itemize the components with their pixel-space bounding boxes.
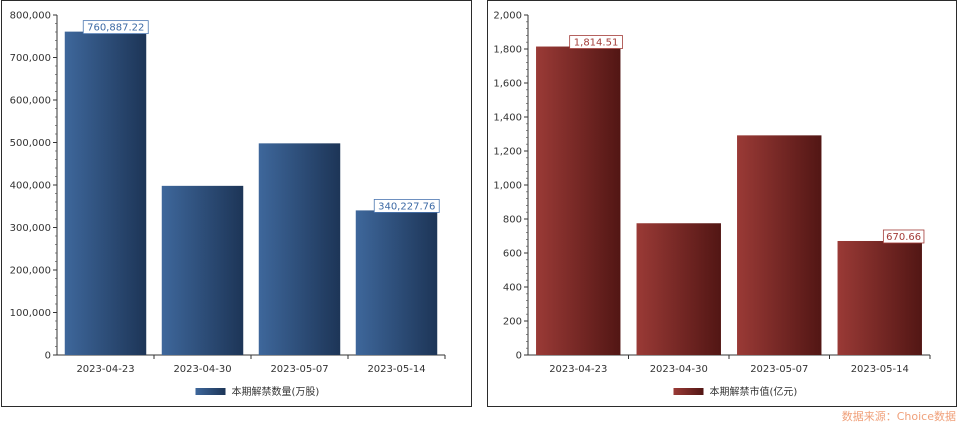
data-source-note: 数据来源：Choice数据: [841, 410, 956, 423]
x-tick-label: 2023-04-30: [173, 364, 231, 375]
data-label: 760,887.22: [87, 23, 144, 34]
bar-2023-05-07: [737, 135, 822, 355]
y-tick-label: 500,000: [10, 138, 51, 149]
x-tick-label: 2023-04-23: [549, 364, 607, 375]
y-tick-label: 200,000: [10, 266, 51, 277]
x-tick-label: 2023-05-14: [367, 364, 425, 375]
data-label-box: [882, 229, 925, 244]
y-tick-label: 2,000: [493, 11, 522, 22]
chart-panel-unlock-value: 0 200 400 600 800 1,000 1,200 1,400 1,600 1,800 2,…: [487, 0, 957, 407]
data-label-box: [569, 35, 623, 49]
y-tick-label: 0: [45, 351, 51, 362]
data-label: 670.66: [886, 232, 921, 243]
bar-2023-04-30: [636, 223, 721, 355]
bar-2023-04-30: [161, 185, 244, 355]
y-tick-label: 800,000: [10, 11, 51, 22]
bar-chart-unlock-value: 0 200 400 600 800 1,000 1,200 1,400 1,600 1,800 2,…: [493, 11, 931, 398]
y-tick-label: 1,000: [493, 181, 522, 192]
bar-2023-04-23: [536, 46, 621, 356]
y-tick-label: 300,000: [10, 223, 51, 234]
y-tick-label: 400,000: [10, 181, 51, 192]
y-tick-label: 0: [516, 351, 522, 362]
y-tick-label: 200: [503, 317, 522, 328]
legend-label: 本期解禁数量(万股): [232, 385, 320, 398]
legend-swatch: [195, 388, 226, 395]
bar-2023-05-14: [837, 240, 922, 355]
y-tick-label: 600: [503, 249, 522, 260]
bar-chart-unlock-shares: 0 100,000 200,000 300,000 400,000 500,000 600,…: [10, 11, 446, 398]
y-tick-label: 1,600: [493, 79, 522, 90]
data-label-box: [373, 199, 440, 213]
y-tick-label: 100,000: [10, 308, 51, 319]
y-tick-label: 1,200: [493, 147, 522, 158]
legend-label: 本期解禁市值(亿元): [710, 385, 798, 398]
y-tick-label: 400: [503, 283, 522, 294]
bar-2023-04-23: [64, 31, 147, 356]
y-tick-label: 1,400: [493, 113, 522, 124]
x-tick-label: 2023-05-14: [851, 364, 909, 375]
y-tick-label: 1,800: [493, 45, 522, 56]
y-tick-label: 600,000: [10, 96, 51, 107]
bar-2023-05-14: [355, 210, 438, 355]
x-tick-label: 2023-05-07: [270, 364, 328, 375]
data-label: 1,814.51: [574, 38, 619, 49]
x-tick-label: 2023-04-30: [650, 364, 708, 375]
x-tick-label: 2023-04-23: [76, 364, 134, 375]
x-tick-label: 2023-05-07: [750, 364, 808, 375]
data-label: 340,227.76: [378, 201, 435, 212]
data-label-box: [82, 20, 149, 35]
bar-2023-05-07: [258, 143, 341, 355]
chart-panel-unlock-shares: 0 100,000 200,000 300,000 400,000 500,000 600,…: [1, 0, 472, 407]
legend-swatch: [673, 388, 704, 395]
y-tick-label: 700,000: [10, 53, 51, 64]
y-tick-label: 800: [503, 215, 522, 226]
